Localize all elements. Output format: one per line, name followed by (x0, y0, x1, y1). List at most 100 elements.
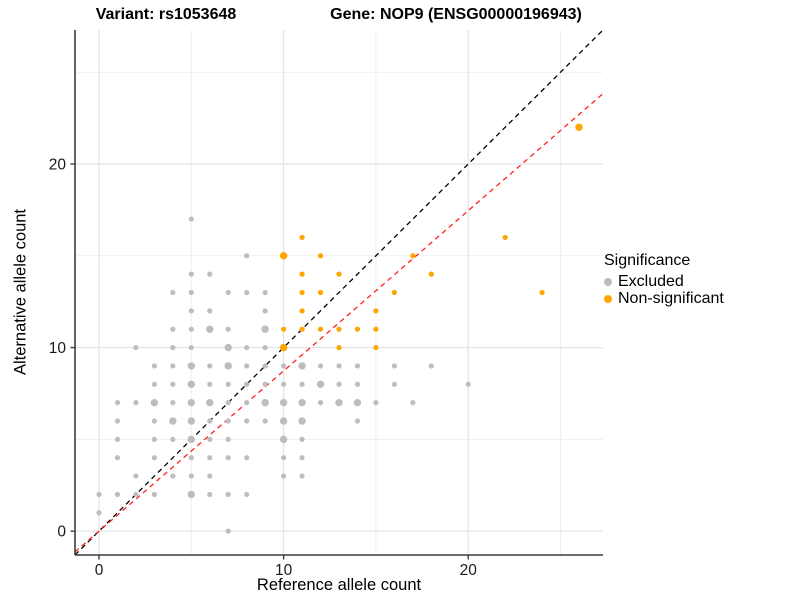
scatter-point-excluded (279, 398, 288, 407)
scatter-point-excluded (207, 271, 213, 277)
scatter-point-excluded (225, 418, 231, 424)
scatter-point-excluded (188, 216, 194, 222)
scatter-point-excluded (151, 363, 157, 369)
scatter-point-excluded (188, 271, 194, 277)
scatter-point-non-significant (299, 271, 305, 277)
scatter-point-non-significant (317, 289, 324, 296)
scatter-point-excluded (133, 400, 139, 406)
scatter-point-excluded (170, 436, 176, 442)
scatter-point-excluded (261, 398, 269, 407)
scatter-point-excluded (281, 381, 287, 387)
fit-dashed-line (74, 93, 604, 553)
scatter-point-excluded (262, 381, 268, 387)
scatter-point-non-significant (373, 344, 379, 351)
scatter-point-excluded (317, 400, 324, 406)
scatter-point-excluded (244, 491, 250, 498)
scatter-point-excluded (299, 436, 305, 442)
scatter-point-excluded (188, 289, 194, 296)
scatter-point-non-significant (317, 326, 324, 332)
scatter-point-excluded (225, 400, 231, 406)
scatter-point-non-significant (354, 326, 361, 332)
scatter-point-excluded (170, 326, 176, 332)
scatter-point-excluded (133, 491, 139, 498)
scatter-point-excluded (207, 455, 213, 461)
scatter-point-excluded (114, 455, 121, 461)
legend-label-nonsignificant: Non-significant (618, 289, 724, 307)
scatter-point-non-significant (502, 234, 508, 241)
scatter-point-excluded (170, 381, 176, 387)
scatter-point-excluded (170, 344, 176, 351)
scatter-point-excluded (244, 418, 250, 424)
scatter-point-excluded (335, 398, 343, 407)
scatter-point-non-significant (299, 326, 305, 332)
scatter-point-non-significant (279, 343, 288, 352)
identity-dashed-line (74, 29, 604, 556)
scatter-point-excluded (170, 363, 176, 369)
scatter-point-excluded (244, 381, 250, 387)
legend: Significance Excluded Non-significant (604, 252, 724, 307)
scatter-point-excluded (169, 417, 177, 425)
scatter-point-excluded (244, 344, 250, 351)
plot-title-variant: Variant: rs1053648 (95, 6, 237, 23)
scatter-point-excluded (465, 381, 471, 387)
scatter-point-excluded (281, 473, 287, 479)
scatter-point-excluded (299, 473, 305, 479)
scatter-point-excluded (298, 398, 306, 407)
scatter-point-excluded (96, 491, 102, 498)
scatter-point-excluded (262, 363, 268, 369)
scatter-point-excluded (354, 363, 361, 369)
scatter-point-excluded (188, 344, 194, 351)
scatter-point-non-significant (317, 253, 324, 259)
scatter-point-excluded (188, 326, 194, 332)
scatter-point-excluded (225, 455, 231, 461)
scatter-point-excluded (225, 326, 231, 332)
scatter-point-excluded (279, 435, 288, 444)
scatter-point-excluded (279, 417, 288, 425)
scatter-point-non-significant (299, 289, 305, 296)
scatter-point-excluded (188, 473, 194, 479)
scatter-point-excluded (207, 473, 213, 479)
scatter-point-excluded (151, 491, 157, 498)
scatter-point-excluded (187, 380, 196, 388)
scatter-point-excluded (317, 363, 324, 369)
scatter-point-excluded (170, 289, 176, 296)
scatter-point-excluded (114, 436, 121, 442)
scatter-point-excluded (207, 308, 213, 314)
scatter-point-excluded (225, 528, 231, 534)
scatter-point-excluded (373, 400, 379, 406)
scatter-point-non-significant (299, 234, 305, 241)
scatter-point-excluded (133, 344, 139, 351)
scatter-point-excluded (225, 436, 231, 442)
scatter-point-excluded (207, 363, 213, 369)
x-axis-title: Reference allele count (256, 576, 422, 594)
scatter-point-excluded (151, 436, 157, 442)
scatter-point-excluded (281, 455, 287, 461)
scatter-point-excluded (225, 289, 231, 296)
plot-title-gene: Gene: NOP9 (ENSG00000196943) (330, 6, 582, 23)
scatter-point-excluded (150, 398, 159, 407)
scatter-point-excluded (336, 381, 342, 387)
legend-title: Significance (604, 252, 691, 269)
scatter-point-excluded (188, 455, 194, 461)
scatter-point-excluded (187, 362, 196, 370)
scatter-point-excluded (188, 308, 194, 314)
scatter-point-excluded (391, 363, 397, 369)
scatter-point-excluded (151, 418, 157, 424)
non-significant-dot-icon (604, 294, 612, 303)
x-tick-label: 0 (95, 562, 104, 579)
scatter-point-excluded (244, 455, 250, 461)
scatter-point-excluded (207, 381, 213, 387)
scatter-point-non-significant (336, 326, 342, 332)
scatter-point-excluded (224, 343, 232, 352)
scatter-point-excluded (206, 325, 214, 333)
scatter-point-excluded (133, 473, 139, 479)
scatter-point-excluded (96, 510, 102, 516)
scatter-point-non-significant (373, 326, 379, 332)
scatter-point-excluded (353, 398, 362, 407)
y-axis-title: Alternative allele count (11, 208, 30, 376)
scatter-point-excluded (298, 417, 306, 425)
scatter-point-excluded (224, 362, 232, 370)
x-tick-label: 10 (275, 562, 293, 579)
y-tick-label: 0 (57, 524, 66, 541)
